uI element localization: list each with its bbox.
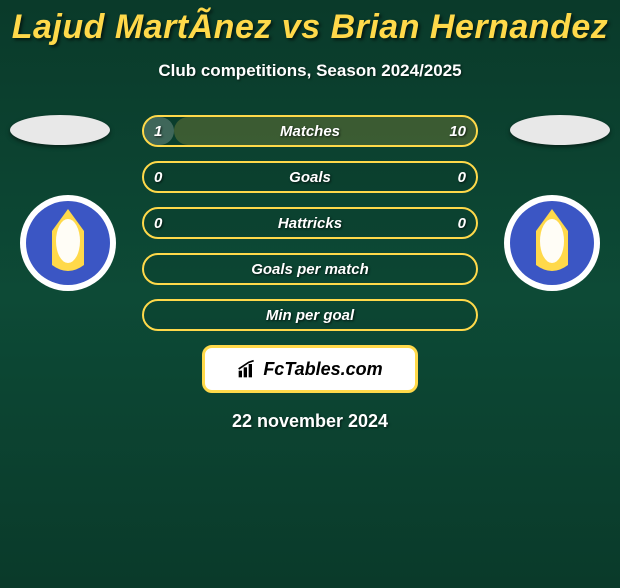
stat-row: 0 0 Goals bbox=[142, 161, 478, 193]
stat-label: Min per goal bbox=[266, 307, 354, 324]
stat-value-right: 0 bbox=[458, 215, 466, 232]
subtitle: Club competitions, Season 2024/2025 bbox=[0, 61, 620, 81]
stat-row: Goals per match bbox=[142, 253, 478, 285]
comparison-area: 1 10 Matches 0 0 Goals 0 0 Hattricks Goals per ma… bbox=[0, 115, 620, 331]
stat-rows: 1 10 Matches 0 0 Goals 0 0 Hattricks Goals per ma… bbox=[142, 115, 478, 331]
page-title: Lajud MartÃ­nez vs Brian Hernandez bbox=[0, 8, 620, 47]
shield-icon bbox=[502, 193, 602, 293]
stat-value-left: 0 bbox=[154, 215, 162, 232]
stat-value-left: 0 bbox=[154, 169, 162, 186]
brand-badge[interactable]: FcTables.com bbox=[202, 345, 418, 393]
stat-row: Min per goal bbox=[142, 299, 478, 331]
stat-value-left: 1 bbox=[154, 123, 162, 140]
brand-text: FcTables.com bbox=[263, 359, 382, 380]
stat-label: Goals bbox=[289, 169, 331, 186]
stat-row: 0 0 Hattricks bbox=[142, 207, 478, 239]
shield-icon bbox=[18, 193, 118, 293]
stat-label: Matches bbox=[280, 123, 340, 140]
stat-label: Hattricks bbox=[278, 215, 342, 232]
stat-value-right: 10 bbox=[449, 123, 466, 140]
stat-row: 1 10 Matches bbox=[142, 115, 478, 147]
club-logo-left bbox=[18, 193, 118, 293]
stat-value-right: 0 bbox=[458, 169, 466, 186]
player-marker-right bbox=[510, 115, 610, 145]
bar-chart-icon bbox=[237, 359, 257, 379]
stat-label: Goals per match bbox=[251, 261, 369, 278]
date: 22 november 2024 bbox=[0, 411, 620, 432]
player-marker-left bbox=[10, 115, 110, 145]
club-logo-right bbox=[502, 193, 602, 293]
